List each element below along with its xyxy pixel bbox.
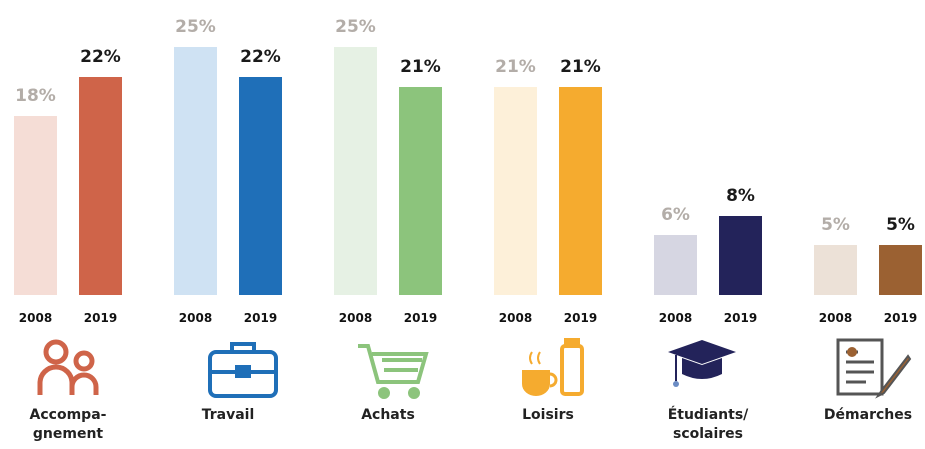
series-label: 2019 bbox=[723, 311, 758, 325]
bar bbox=[334, 47, 377, 295]
value-label: 21% bbox=[560, 56, 601, 77]
value-label: 21% bbox=[400, 56, 441, 77]
icon-leisure bbox=[522, 338, 584, 396]
series-label: 2019 bbox=[243, 311, 278, 325]
series-label: 2019 bbox=[563, 311, 598, 325]
value-label: 21% bbox=[495, 56, 536, 77]
bar bbox=[14, 116, 57, 295]
bar bbox=[399, 86, 442, 295]
value-label: 5% bbox=[886, 215, 915, 236]
category-label: Démarches bbox=[823, 407, 913, 423]
series-label: 2008 bbox=[178, 311, 213, 325]
value-label: 25% bbox=[175, 17, 216, 37]
value-label: 6% bbox=[661, 205, 690, 226]
value-label: 18% bbox=[15, 86, 56, 107]
bar bbox=[654, 235, 697, 295]
icon-briefcase bbox=[208, 342, 278, 398]
bar bbox=[494, 86, 537, 295]
series-label: 2008 bbox=[818, 311, 853, 325]
series-label: 2019 bbox=[883, 311, 918, 325]
icon-cart bbox=[358, 344, 429, 399]
category-label: Travail bbox=[201, 407, 255, 423]
series-label: 2008 bbox=[338, 311, 373, 325]
value-label: 5% bbox=[821, 215, 850, 236]
bar bbox=[879, 245, 922, 295]
series-label: 2008 bbox=[658, 311, 693, 325]
value-label: 22% bbox=[240, 46, 281, 67]
category-label: Loisirs bbox=[522, 407, 574, 423]
bar bbox=[79, 76, 122, 295]
bar bbox=[559, 86, 602, 295]
bar bbox=[814, 245, 857, 295]
icon-people bbox=[37, 339, 99, 395]
value-label: 22% bbox=[80, 46, 121, 67]
series-label: 2019 bbox=[83, 311, 118, 325]
category-label: Achats bbox=[361, 407, 415, 423]
icon-documents bbox=[836, 338, 912, 399]
bar bbox=[239, 76, 282, 295]
icon-graduation bbox=[668, 340, 736, 387]
category-label: Accompa- gnement bbox=[29, 407, 107, 442]
category-label: Étudiants/ scolaires bbox=[667, 407, 749, 442]
bar bbox=[719, 215, 762, 295]
series-label: 2008 bbox=[18, 311, 53, 325]
series-label: 2008 bbox=[498, 311, 533, 325]
value-label: 8% bbox=[726, 185, 755, 206]
value-label: 25% bbox=[335, 17, 376, 37]
series-label: 2019 bbox=[403, 311, 438, 325]
bar bbox=[174, 47, 217, 295]
